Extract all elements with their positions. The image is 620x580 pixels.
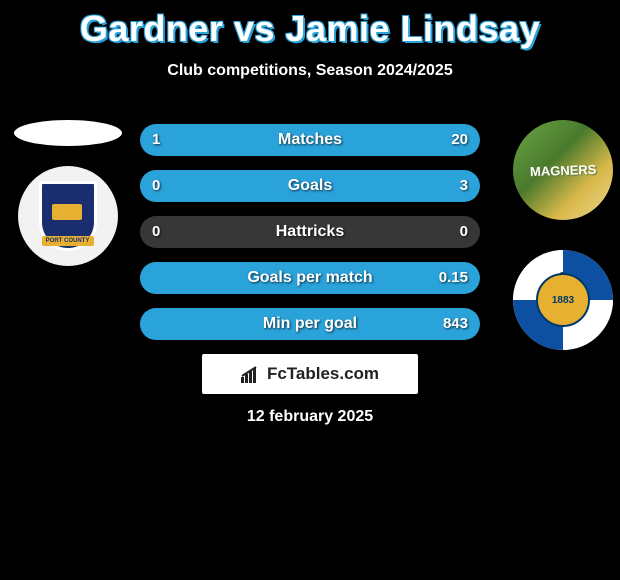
stat-value-right: 20 xyxy=(451,124,468,156)
subtitle: Club competitions, Season 2024/2025 xyxy=(0,62,620,80)
right-player-avatar: MAGNERS xyxy=(513,120,613,220)
stat-label: Goals xyxy=(140,170,480,202)
stat-value-right: 843 xyxy=(443,308,468,340)
stat-row: 0Goals3 xyxy=(140,170,480,202)
shirt-sponsor: MAGNERS xyxy=(530,161,597,178)
left-club-name: PORT COUNTY xyxy=(42,236,94,246)
right-player-column: MAGNERS 1883 xyxy=(490,120,615,350)
stat-value-right: 0 xyxy=(460,216,468,248)
stat-row: Min per goal843 xyxy=(140,308,480,340)
left-player-column: PORT COUNTY xyxy=(5,120,130,266)
stat-value-right: 0.15 xyxy=(439,262,468,294)
branding-badge[interactable]: FcTables.com xyxy=(202,354,418,394)
right-club-badge: 1883 xyxy=(513,250,613,350)
branding-text: FcTables.com xyxy=(267,364,379,384)
stat-label: Min per goal xyxy=(140,308,480,340)
stat-value-right: 3 xyxy=(460,170,468,202)
bar-chart-icon xyxy=(241,365,263,383)
stat-label: Goals per match xyxy=(140,262,480,294)
stat-label: Hattricks xyxy=(140,216,480,248)
stat-row: Goals per match0.15 xyxy=(140,262,480,294)
page-title: Gardner vs Jamie Lindsay xyxy=(0,0,620,50)
comparison-card: Gardner vs Jamie Lindsay Club competitio… xyxy=(0,0,620,580)
stats-bars: 1Matches200Goals30Hattricks0Goals per ma… xyxy=(140,124,480,354)
right-club-year: 1883 xyxy=(536,273,590,327)
stat-row: 0Hattricks0 xyxy=(140,216,480,248)
left-player-avatar xyxy=(14,120,122,146)
shield-icon: PORT COUNTY xyxy=(39,181,97,251)
stat-row: 1Matches20 xyxy=(140,124,480,156)
left-club-badge: PORT COUNTY xyxy=(18,166,118,266)
stat-label: Matches xyxy=(140,124,480,156)
comparison-date: 12 february 2025 xyxy=(0,408,620,426)
